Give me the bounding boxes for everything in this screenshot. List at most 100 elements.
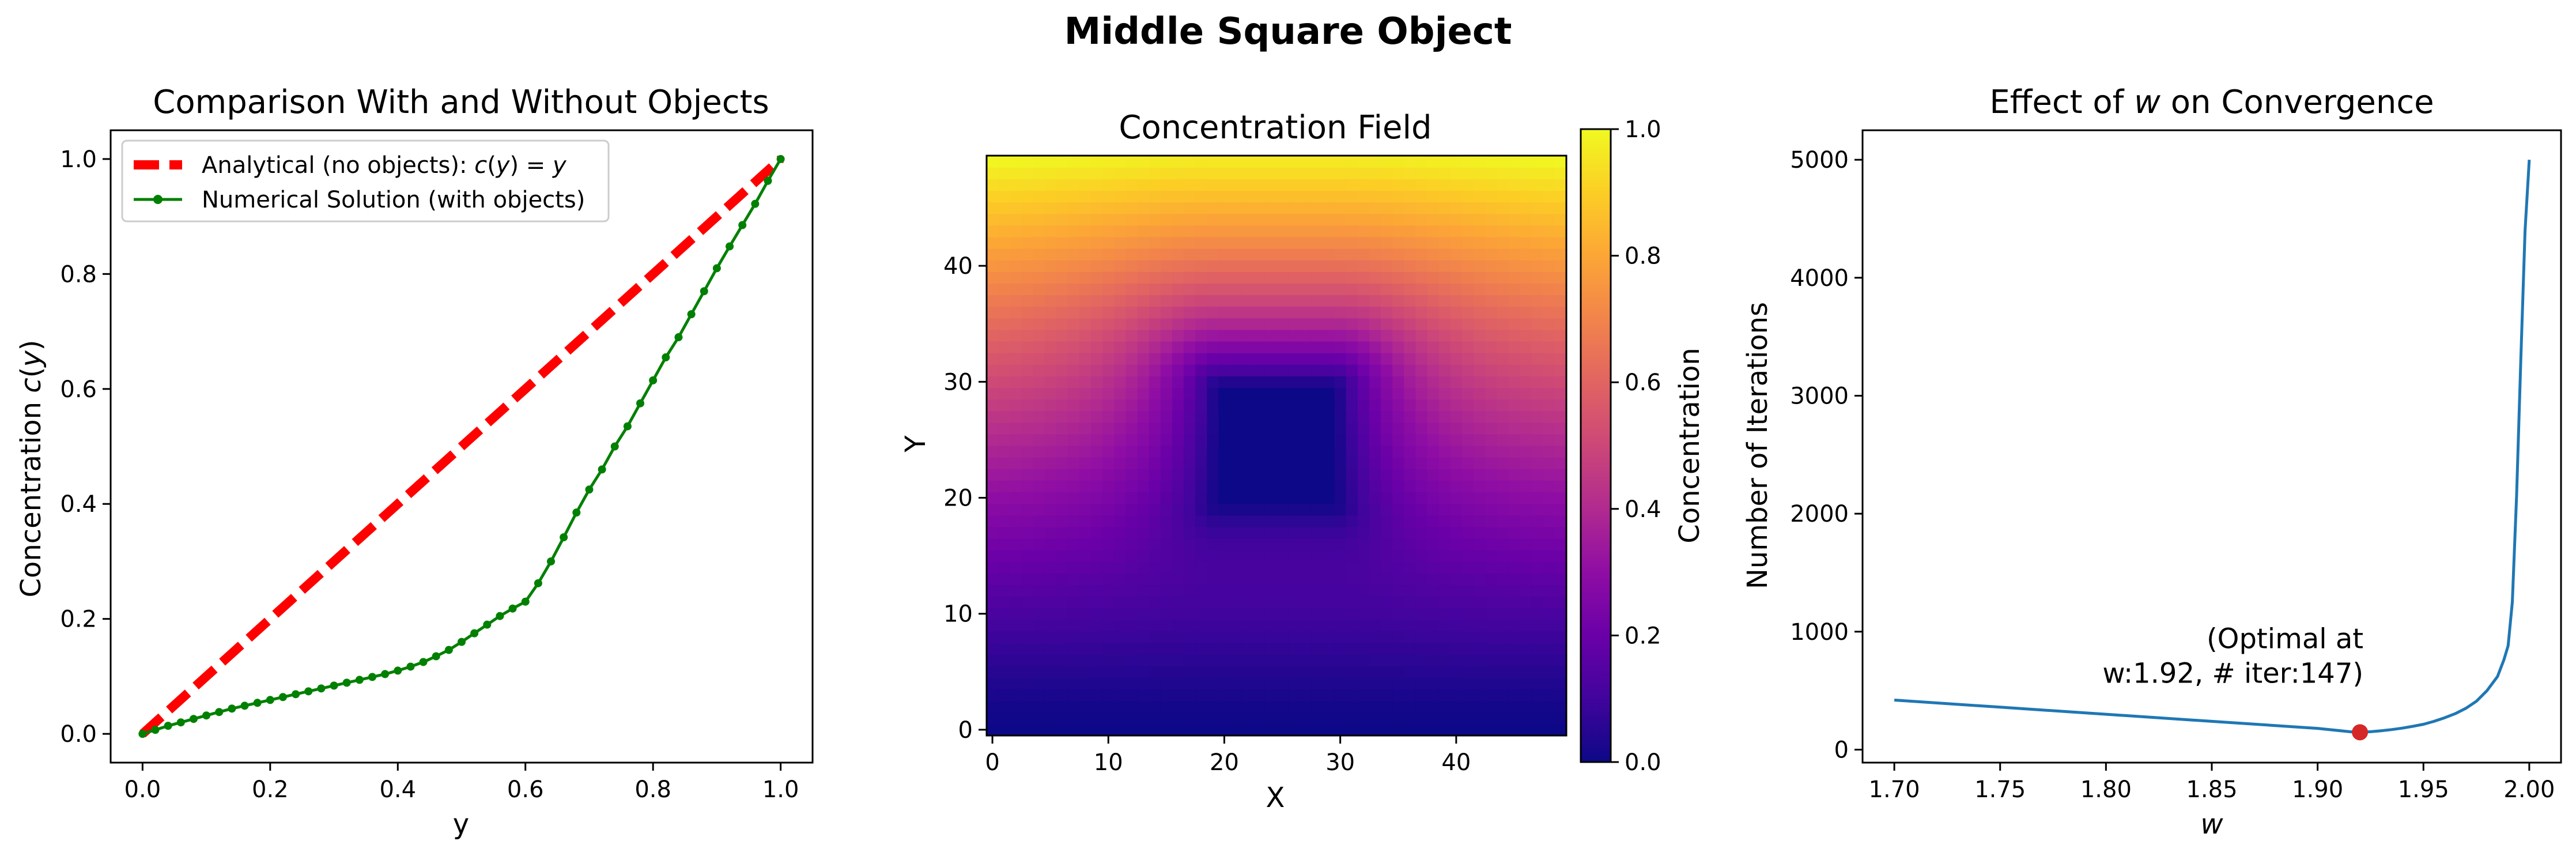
heatmap-cell — [1056, 318, 1068, 330]
heatmap-cell — [1508, 585, 1521, 597]
heatmap-cell — [1172, 213, 1184, 226]
heatmap-cell — [1427, 492, 1440, 504]
heatmap-cell — [1485, 248, 1497, 261]
heatmap-cell — [1288, 631, 1300, 643]
heatmap-cell — [1474, 469, 1486, 481]
heatmap-cell — [1276, 631, 1289, 643]
heatmap-cell — [1485, 190, 1497, 203]
heatmap-cell — [1010, 446, 1022, 458]
heatmap-cell — [1241, 550, 1254, 562]
heatmap-cell — [1241, 677, 1254, 690]
heatmap-cell — [1033, 341, 1045, 353]
heatmap-cell — [1125, 329, 1138, 342]
heatmap-cell — [1276, 573, 1289, 586]
heatmap-cell — [1149, 306, 1161, 319]
heatmap-cell — [1184, 353, 1196, 365]
heatmap-cell — [1485, 329, 1497, 342]
heatmap-cell — [1114, 677, 1127, 690]
heatmap-cell — [1485, 700, 1497, 713]
heatmap-cell — [1554, 213, 1567, 226]
heatmap-cell — [1114, 179, 1127, 191]
heatmap-cell — [1021, 503, 1034, 516]
heatmap-cell — [1427, 410, 1440, 423]
heatmap-cell — [1033, 329, 1045, 342]
heatmap-cell — [1276, 643, 1289, 655]
heatmap-cell — [1033, 353, 1045, 365]
heatmap-cell — [1276, 295, 1289, 307]
heatmap-cell — [1056, 190, 1068, 203]
heatmap-cell — [1218, 619, 1231, 632]
heatmap-cell — [987, 608, 999, 620]
heatmap-cell — [1485, 446, 1497, 458]
heatmap-cell — [1067, 677, 1080, 690]
heatmap-cell — [1323, 167, 1335, 179]
heatmap-cell — [1474, 515, 1486, 527]
heatmap-cell — [1288, 167, 1300, 179]
heatmap-cell — [1404, 295, 1417, 307]
heatmap-cell — [1438, 410, 1451, 423]
heatmap-cell — [1160, 643, 1173, 655]
numerical-point — [674, 333, 683, 342]
heatmap-cell — [1323, 700, 1335, 713]
heatmap-cell — [1508, 457, 1521, 469]
heatmap-cell — [1300, 410, 1312, 423]
heatmap-cell — [1056, 156, 1068, 168]
panel-2-xlabel: X — [1266, 782, 1285, 814]
heatmap-cell — [1392, 283, 1404, 296]
heatmap-cell — [1230, 515, 1242, 527]
heatmap-cell — [1323, 387, 1335, 400]
heatmap-cell — [1056, 596, 1068, 609]
heatmap-cell — [1114, 573, 1127, 586]
heatmap-cell — [1102, 167, 1115, 179]
heatmap-cell — [1311, 503, 1324, 516]
heatmap-cell — [1149, 561, 1161, 574]
heatmap-cell — [1288, 515, 1300, 527]
y-tick-label: 1000 — [1790, 619, 1849, 646]
heatmap-cell — [1264, 422, 1277, 435]
heatmap-cell — [987, 712, 999, 725]
heatmap-cell — [1357, 353, 1370, 365]
heatmap-cell — [1531, 677, 1544, 690]
heatmap-cell — [1497, 550, 1509, 562]
colorbar — [1580, 128, 1612, 763]
heatmap-cell — [1218, 213, 1231, 226]
heatmap-cell — [1334, 376, 1347, 388]
heatmap-cell — [1474, 167, 1486, 179]
heatmap-cell — [1195, 156, 1207, 168]
heatmap-cell — [1357, 318, 1370, 330]
heatmap-cell — [1021, 283, 1034, 296]
heatmap-cell — [1404, 526, 1417, 539]
heatmap-cell — [1497, 700, 1509, 713]
heatmap-cell — [1207, 410, 1219, 423]
heatmap-cell — [1021, 260, 1034, 272]
heatmap-cell — [1125, 700, 1138, 713]
heatmap-cell — [1334, 167, 1347, 179]
heatmap-cell — [1172, 446, 1184, 458]
heatmap-cell — [1300, 295, 1312, 307]
heatmap-cell — [1149, 457, 1161, 469]
heatmap-cell — [1369, 190, 1381, 203]
heatmap-cell — [1137, 585, 1150, 597]
heatmap-cell — [1230, 550, 1242, 562]
heatmap-cell — [1021, 480, 1034, 493]
heatmap-cell — [1276, 225, 1289, 237]
heatmap-cell — [1508, 446, 1521, 458]
heatmap-cell — [1346, 526, 1358, 539]
heatmap-cell — [1264, 631, 1277, 643]
heatmap-cell — [1125, 526, 1138, 539]
heatmap-cell — [987, 202, 999, 214]
heatmap-cell — [1474, 619, 1486, 632]
heatmap-cell — [1438, 364, 1451, 376]
heatmap-cell — [1346, 550, 1358, 562]
heatmap-cell — [1207, 318, 1219, 330]
heatmap-cell — [1276, 190, 1289, 203]
x-tick-label: 0 — [985, 749, 999, 776]
heatmap-cell — [1067, 179, 1080, 191]
numerical-point — [202, 711, 211, 720]
heatmap-cell — [1125, 318, 1138, 330]
heatmap-cell — [1531, 619, 1544, 632]
heatmap-cell — [1497, 712, 1509, 725]
heatmap-cell — [1044, 433, 1057, 446]
y-tick-label: 0.6 — [60, 376, 97, 403]
heatmap-cell — [1102, 457, 1115, 469]
